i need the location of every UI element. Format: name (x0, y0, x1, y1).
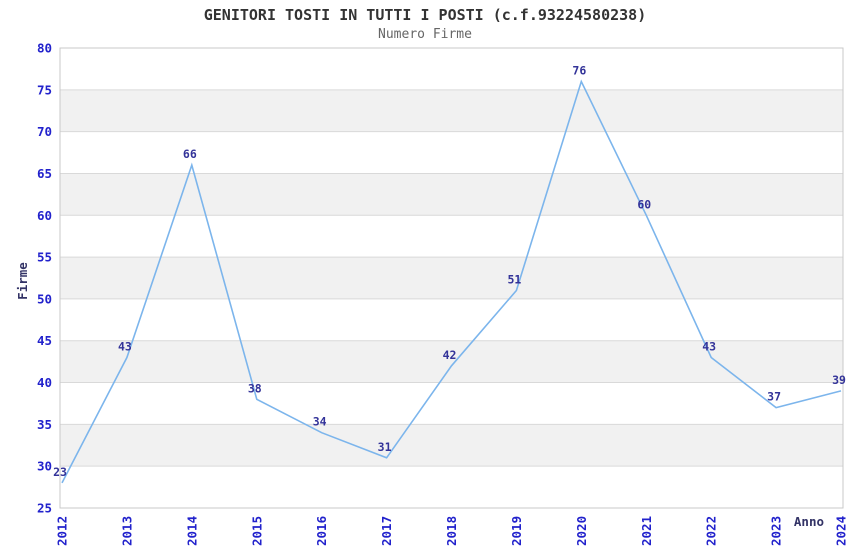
data-label: 43 (702, 339, 716, 353)
data-label: 34 (313, 415, 327, 429)
plot-band (60, 89, 843, 132)
x-tick-label: 2014 (184, 516, 199, 546)
data-label: 60 (637, 197, 651, 211)
y-tick-label: 70 (37, 124, 52, 139)
x-tick-label: 2023 (769, 516, 784, 546)
data-label: 31 (378, 440, 392, 454)
x-tick-label: 2020 (574, 516, 589, 546)
data-label: 42 (443, 348, 457, 362)
x-axis-title: Anno (794, 514, 824, 529)
plot-band (60, 340, 843, 383)
y-axis-title: Firme (15, 262, 30, 300)
y-tick-label: 60 (37, 208, 52, 223)
x-tick-label: 2017 (379, 516, 394, 546)
x-tick-label: 2018 (444, 516, 459, 546)
x-tick-label: 2013 (119, 516, 134, 546)
y-tick-label: 75 (37, 82, 52, 97)
y-tick-label: 45 (37, 333, 52, 348)
plot-border (59, 47, 844, 509)
y-tick-label: 40 (37, 375, 52, 390)
y-tick-label: 50 (37, 291, 52, 306)
data-line (61, 79, 842, 484)
plot-group: 25 30 35 40 45 50 55 60 65 70 75 80 2012 2013 2014 2015… (37, 41, 849, 547)
x-tick-label: 2024 (834, 516, 849, 546)
y-tick-label: 35 (37, 417, 52, 432)
data-label: 37 (767, 390, 781, 404)
chart-subtitle: Numero Firme (378, 27, 472, 42)
x-tick-label: 2015 (249, 516, 264, 546)
y-tick-label: 55 (37, 250, 52, 265)
x-tick-label: 2012 (55, 516, 70, 546)
data-label: 38 (248, 381, 262, 395)
x-tick-label: 2016 (314, 516, 329, 546)
data-label: 76 (572, 63, 586, 77)
y-tick-label: 65 (37, 166, 52, 181)
data-label: 51 (507, 273, 521, 287)
plot-band (60, 257, 843, 299)
data-label: 39 (832, 373, 846, 387)
data-label: 23 (53, 465, 67, 479)
plot-band (60, 424, 843, 467)
x-tick-label: 2022 (704, 516, 719, 546)
data-label: 43 (118, 339, 132, 353)
plot-band (60, 173, 843, 216)
data-label: 66 (183, 147, 197, 161)
x-tick-label: 2019 (509, 516, 524, 546)
y-tick-label: 30 (37, 459, 52, 474)
y-tick-label: 25 (37, 501, 52, 516)
chart-title: GENITORI TOSTI IN TUTTI I POSTI (c.f.932… (203, 6, 647, 24)
y-tick-label: 80 (37, 41, 52, 56)
x-tick-label: 2021 (639, 516, 654, 546)
